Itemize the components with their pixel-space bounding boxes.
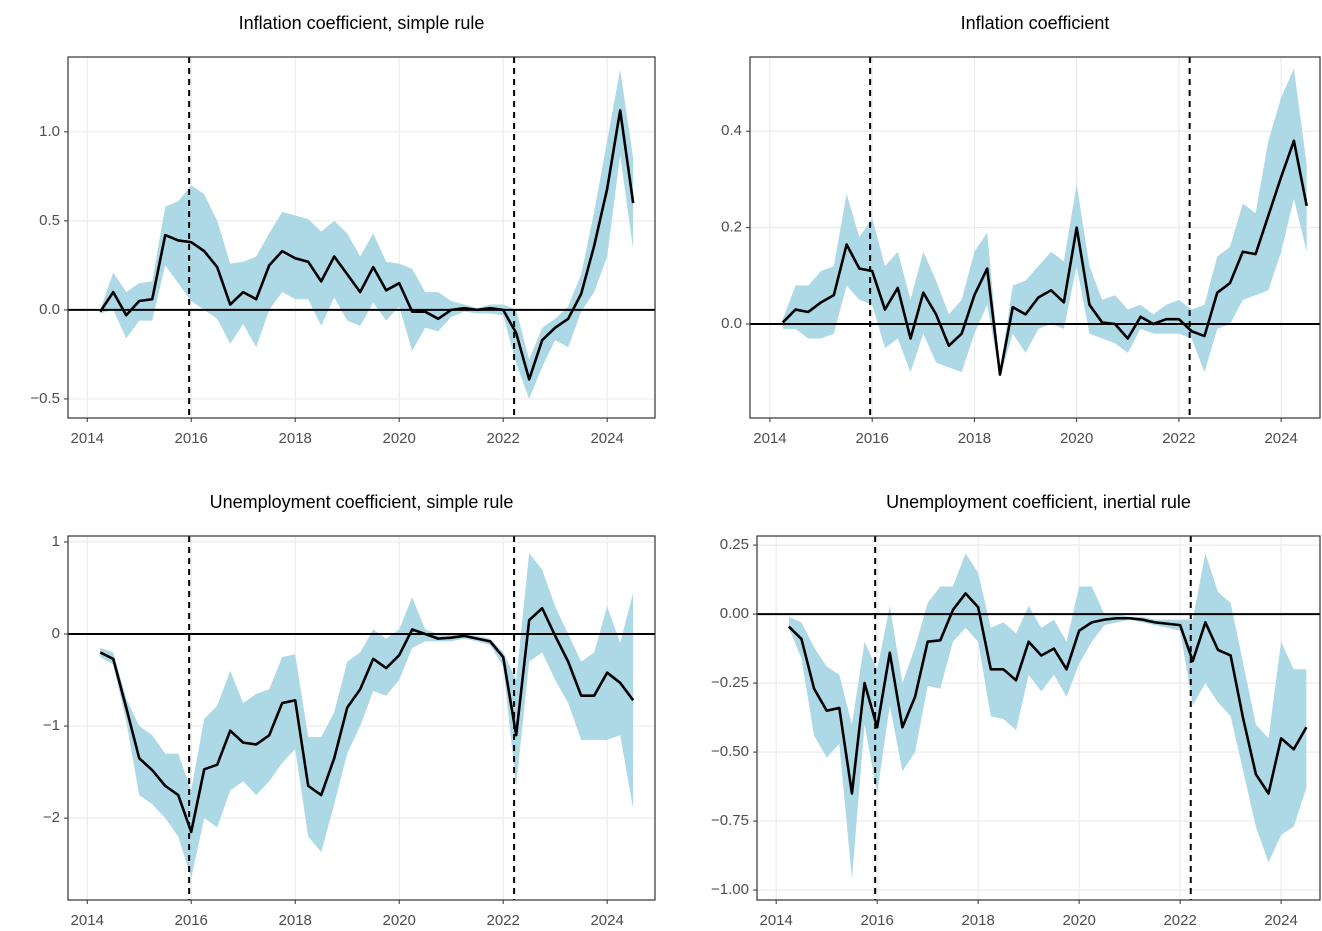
- confidence-band: [100, 69, 634, 399]
- confidence-band: [788, 553, 1307, 880]
- x-tick-label: 2022: [486, 912, 519, 929]
- x-tick-label: 2024: [590, 430, 623, 447]
- x-tick-label: 2022: [1162, 430, 1195, 447]
- panel-title: Unemployment coefficient, inertial rule: [886, 492, 1191, 512]
- x-tick-label: 2018: [279, 430, 312, 447]
- panel-title: Unemployment coefficient, simple rule: [210, 492, 514, 512]
- x-tick-label: 2014: [71, 430, 104, 447]
- x-tick-label: 2014: [753, 430, 786, 447]
- x-tick-label: 2020: [1062, 912, 1095, 929]
- y-tick-label: 0.2: [721, 219, 742, 236]
- y-tick-label: 0.0: [721, 315, 742, 332]
- y-tick-label: 0: [52, 625, 60, 642]
- y-tick-label: −0.50: [711, 743, 749, 760]
- x-tick-label: 2022: [486, 430, 519, 447]
- y-tick-label: 1: [52, 533, 60, 550]
- plot-border: [756, 535, 1321, 901]
- y-tick-label: −1.00: [711, 881, 749, 898]
- x-tick-label: 2016: [860, 912, 893, 929]
- y-tick-label: 1.0: [39, 123, 60, 140]
- y-tick-label: 0.25: [720, 536, 749, 553]
- plot-background: [68, 57, 655, 418]
- y-tick-label: −1: [43, 717, 60, 734]
- y-tick-label: 0.4: [721, 122, 742, 139]
- x-tick-label: 2016: [175, 430, 208, 447]
- x-tick-label: 2020: [1060, 430, 1093, 447]
- estimate-line: [99, 109, 635, 381]
- panel-title: Inflation coefficient, simple rule: [239, 13, 485, 33]
- x-tick-label: 2018: [958, 430, 991, 447]
- plot-border: [67, 535, 656, 901]
- confidence-band: [782, 68, 1307, 378]
- y-tick-label: −0.5: [30, 390, 60, 407]
- estimate-line: [787, 592, 1308, 795]
- x-tick-label: 2024: [1264, 430, 1297, 447]
- estimate-line: [781, 139, 1308, 376]
- x-tick-label: 2018: [961, 912, 994, 929]
- plot-border: [67, 56, 656, 419]
- x-tick-label: 2024: [590, 912, 623, 929]
- y-tick-label: 0.0: [39, 301, 60, 318]
- y-tick-label: −0.25: [711, 674, 749, 691]
- y-tick-label: −2: [43, 809, 60, 826]
- y-tick-label: 0.00: [720, 605, 749, 622]
- x-tick-label: 2024: [1264, 912, 1297, 929]
- x-tick-label: 2014: [759, 912, 792, 929]
- x-tick-label: 2016: [175, 912, 208, 929]
- estimate-line: [99, 606, 635, 834]
- x-tick-label: 2018: [279, 912, 312, 929]
- plot-border: [749, 56, 1321, 419]
- y-tick-label: −0.75: [711, 812, 749, 829]
- x-tick-label: 2020: [383, 912, 416, 929]
- y-tick-label: 0.5: [39, 212, 60, 229]
- x-tick-label: 2016: [855, 430, 888, 447]
- x-tick-label: 2020: [383, 430, 416, 447]
- x-tick-label: 2022: [1163, 912, 1196, 929]
- x-tick-label: 2014: [71, 912, 104, 929]
- panel-title: Inflation coefficient: [961, 13, 1110, 33]
